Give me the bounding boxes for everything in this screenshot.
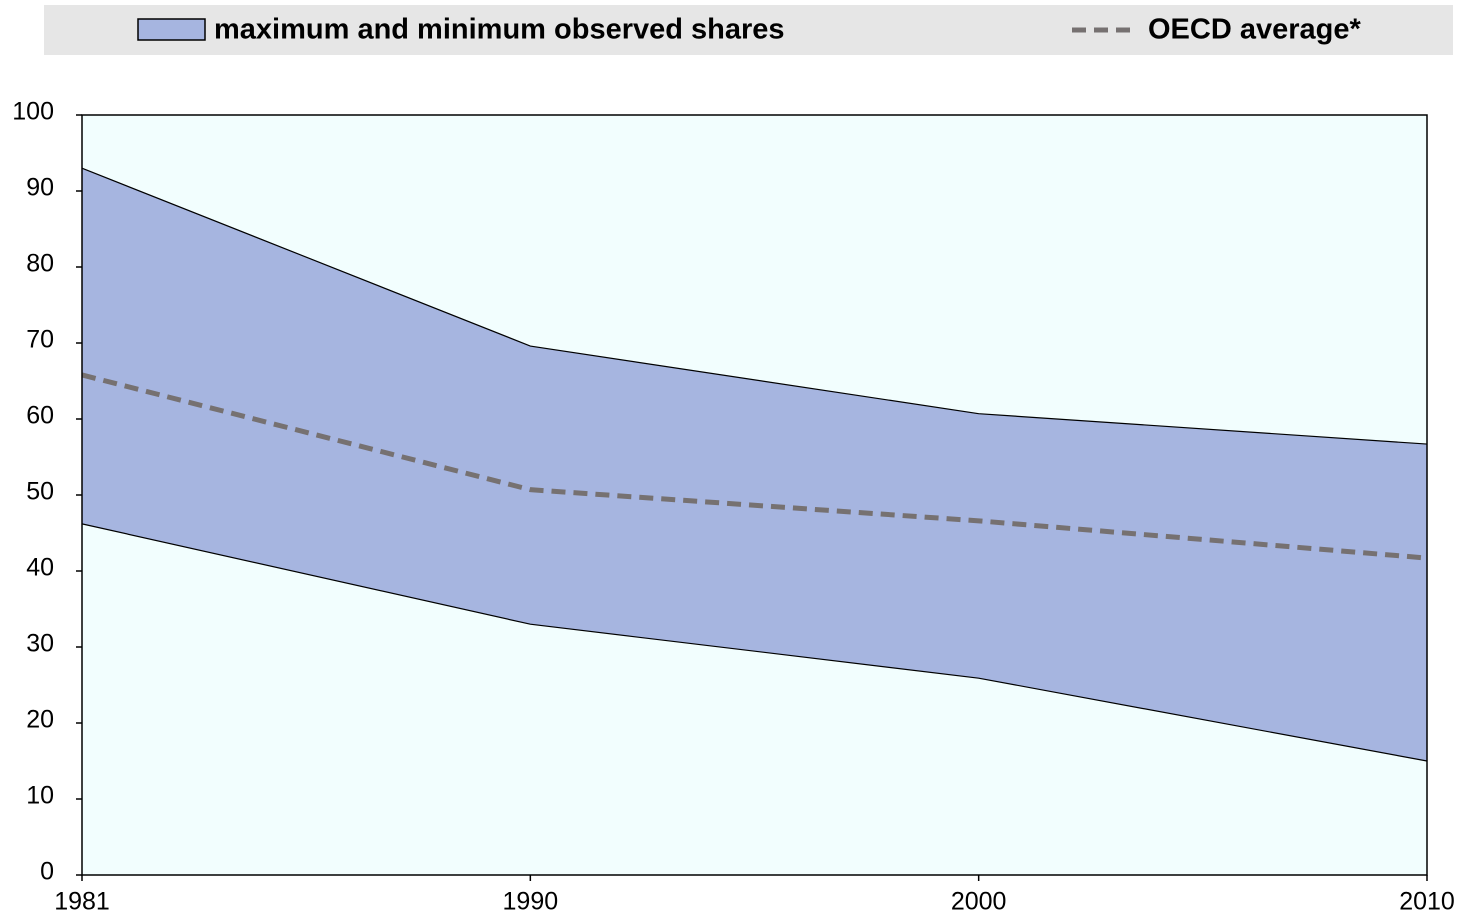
y-tick-label: 70 (26, 326, 54, 354)
legend-label: OECD average* (1148, 14, 1361, 46)
y-tick-label: 50 (26, 478, 54, 506)
legend-background (44, 5, 1453, 55)
x-tick-label: 1981 (54, 888, 110, 916)
y-tick-label: 90 (26, 174, 54, 202)
legend-label: maximum and minimum observed shares (214, 14, 785, 46)
legend-swatch (137, 18, 206, 41)
y-tick-label: 20 (26, 706, 54, 734)
average-line (81, 372, 1428, 561)
x-tick-label: 2000 (951, 888, 1007, 916)
y-tick-label: 10 (26, 782, 54, 810)
y-tick-label: 100 (12, 98, 54, 126)
x-tick-label: 2010 (1399, 888, 1455, 916)
y-tick-label: 0 (40, 858, 54, 886)
band-edge (81, 167, 1428, 445)
y-tick-label: 80 (26, 250, 54, 278)
band-edge (81, 523, 1428, 762)
y-tick-label: 30 (26, 630, 54, 658)
range-band (82, 168, 1427, 761)
x-tick-label: 1990 (503, 888, 559, 916)
y-tick-label: 40 (26, 554, 54, 582)
y-tick-label: 60 (26, 402, 54, 430)
